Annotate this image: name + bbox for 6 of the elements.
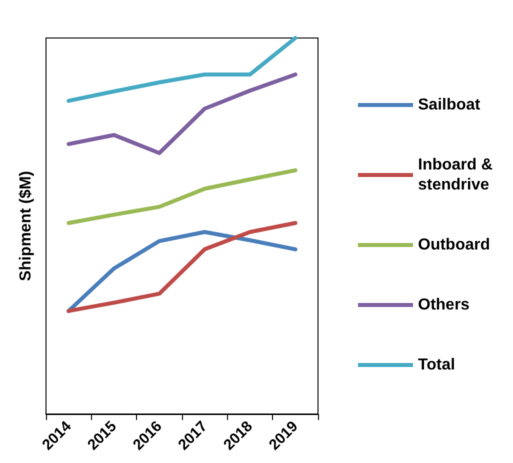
legend-label: Inboard & stendrive: [418, 156, 498, 194]
legend-label: Sailboat: [418, 96, 481, 114]
legend-label: Total: [418, 356, 456, 374]
y-axis-title: Shipment ($M): [18, 170, 34, 282]
legend-label: Outboard: [418, 236, 490, 254]
legend-label: Others: [418, 296, 470, 314]
